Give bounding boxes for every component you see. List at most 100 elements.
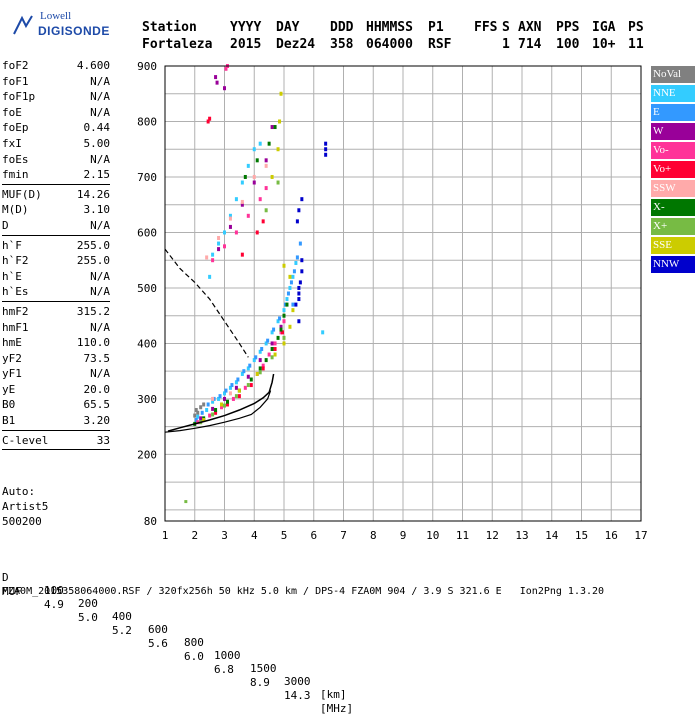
x-tick-label: 14	[545, 529, 559, 542]
echo-point	[243, 385, 247, 390]
echo-point	[228, 391, 232, 396]
param-label: foEs	[2, 152, 29, 166]
x-tick-label: 16	[605, 529, 618, 542]
echo-point	[260, 346, 264, 351]
param-value: 20.0	[83, 382, 111, 396]
muf-value: 5.6	[148, 637, 168, 650]
param-row: h`Es N/A	[2, 284, 110, 300]
distance-value: 100	[44, 584, 64, 597]
header-value: 10+	[592, 37, 616, 52]
echo-point	[206, 119, 210, 124]
x-tick-label: 6	[310, 529, 317, 542]
param-label: hmF2	[2, 304, 29, 318]
autoscaling-info: Auto: Artist5 500200	[2, 484, 48, 529]
param-row: hmF1 N/A	[2, 320, 110, 336]
virtual-height-curve	[167, 373, 275, 432]
legend-item-w: W	[651, 123, 695, 140]
legend-item-noval: NoVal	[651, 66, 695, 83]
param-value: 255.0	[76, 254, 110, 268]
distance-value: 200	[78, 597, 98, 610]
true-height-profile	[164, 390, 272, 433]
x-tick-label: 5	[281, 529, 288, 542]
param-row: h`E N/A	[2, 269, 110, 285]
echo-point	[264, 158, 268, 163]
echo-point	[298, 241, 302, 246]
echo-point	[205, 255, 209, 260]
ionogram-plot: 1 2 3 4 5 6 7 8 9 10 11 12 13 14 15 16 17802003004005006…	[137, 60, 648, 542]
legend-item-ssw: SSW	[651, 180, 695, 197]
echo-point	[258, 370, 262, 375]
echo-point	[270, 174, 274, 179]
header-label: AXN	[518, 20, 542, 35]
param-label: D	[2, 218, 9, 232]
echo-point	[211, 396, 215, 401]
header-label: DDD	[330, 20, 354, 35]
echo-point	[240, 252, 244, 257]
echo-point	[288, 285, 292, 290]
echo-point	[237, 394, 241, 399]
param-row: foEp 0.44	[2, 120, 110, 136]
echo-point	[228, 224, 232, 229]
echo-point	[202, 418, 206, 423]
echo-point	[264, 358, 268, 363]
distance-label: D	[2, 571, 9, 584]
echo-point	[194, 408, 198, 413]
x-tick-label: 10	[426, 529, 439, 542]
echo-point	[272, 327, 276, 332]
echo-point	[279, 324, 283, 329]
echo-point	[224, 388, 228, 393]
echo-point	[223, 396, 226, 401]
echo-point	[285, 302, 289, 307]
param-value: N/A	[90, 218, 110, 232]
muf-value: 14.3	[284, 689, 311, 702]
echo-point	[267, 141, 271, 146]
echo-point	[211, 252, 215, 257]
x-tick-label: 2	[191, 529, 198, 542]
echo-point	[278, 119, 282, 124]
echo-point	[248, 363, 252, 368]
echo-point	[276, 147, 280, 152]
echo-point	[211, 258, 215, 263]
echo-point	[255, 158, 259, 163]
muf-row: MUF 4.9 5.0 5.2 5.6 6.0 6.8 8.9 14.3 [MH…	[2, 572, 362, 715]
param-label: h`F2	[2, 254, 29, 268]
param-value: 14.26	[76, 187, 110, 201]
param-row: B1 3.20	[2, 413, 110, 429]
echo-point	[223, 86, 226, 91]
echo-point	[200, 410, 204, 415]
plot-axes: 1 2 3 4 5 6 7 8 9 10 11 12 13 14 15 16 17802003004005006…	[137, 60, 648, 542]
param-label: M(D)	[2, 203, 29, 217]
header-labels-row: Station YYYY DAY DDD HHMMSS P1 FFS S AXN…	[142, 20, 644, 215]
echo-point	[199, 405, 203, 410]
header-value: 11	[628, 37, 644, 52]
echo-point	[234, 197, 238, 202]
echo-point	[291, 274, 295, 279]
echo-point	[278, 316, 282, 321]
echo-point	[242, 369, 246, 374]
y-tick-label: 200	[137, 448, 157, 461]
y-tick-label: 80	[144, 515, 157, 528]
header-label: Station	[142, 20, 197, 35]
echo-point	[297, 285, 301, 290]
distance-unit: [km]	[320, 688, 347, 701]
echo-point	[282, 319, 286, 324]
echo-point	[237, 388, 241, 393]
y-tick-label: 700	[137, 171, 157, 184]
distance-value: 400	[112, 610, 132, 623]
muf-value: 6.0	[184, 650, 204, 663]
header-label: PS	[628, 20, 644, 35]
param-value: 33	[96, 433, 110, 447]
echo-point	[217, 241, 221, 246]
header-label: DAY	[276, 20, 300, 35]
echo-point	[321, 330, 325, 335]
digisonde-logo: Lowell DIGISONDE	[6, 10, 109, 42]
echo-point	[196, 410, 200, 415]
echo-point	[208, 413, 212, 418]
x-tick-label: 12	[486, 529, 499, 542]
echo-point	[264, 208, 268, 213]
param-row: h`F2 255.0	[2, 253, 110, 269]
echo-point	[273, 125, 277, 130]
y-tick-label: 500	[137, 282, 157, 295]
echo-point	[255, 230, 259, 235]
logo-lowell-text: Lowell	[40, 10, 72, 22]
